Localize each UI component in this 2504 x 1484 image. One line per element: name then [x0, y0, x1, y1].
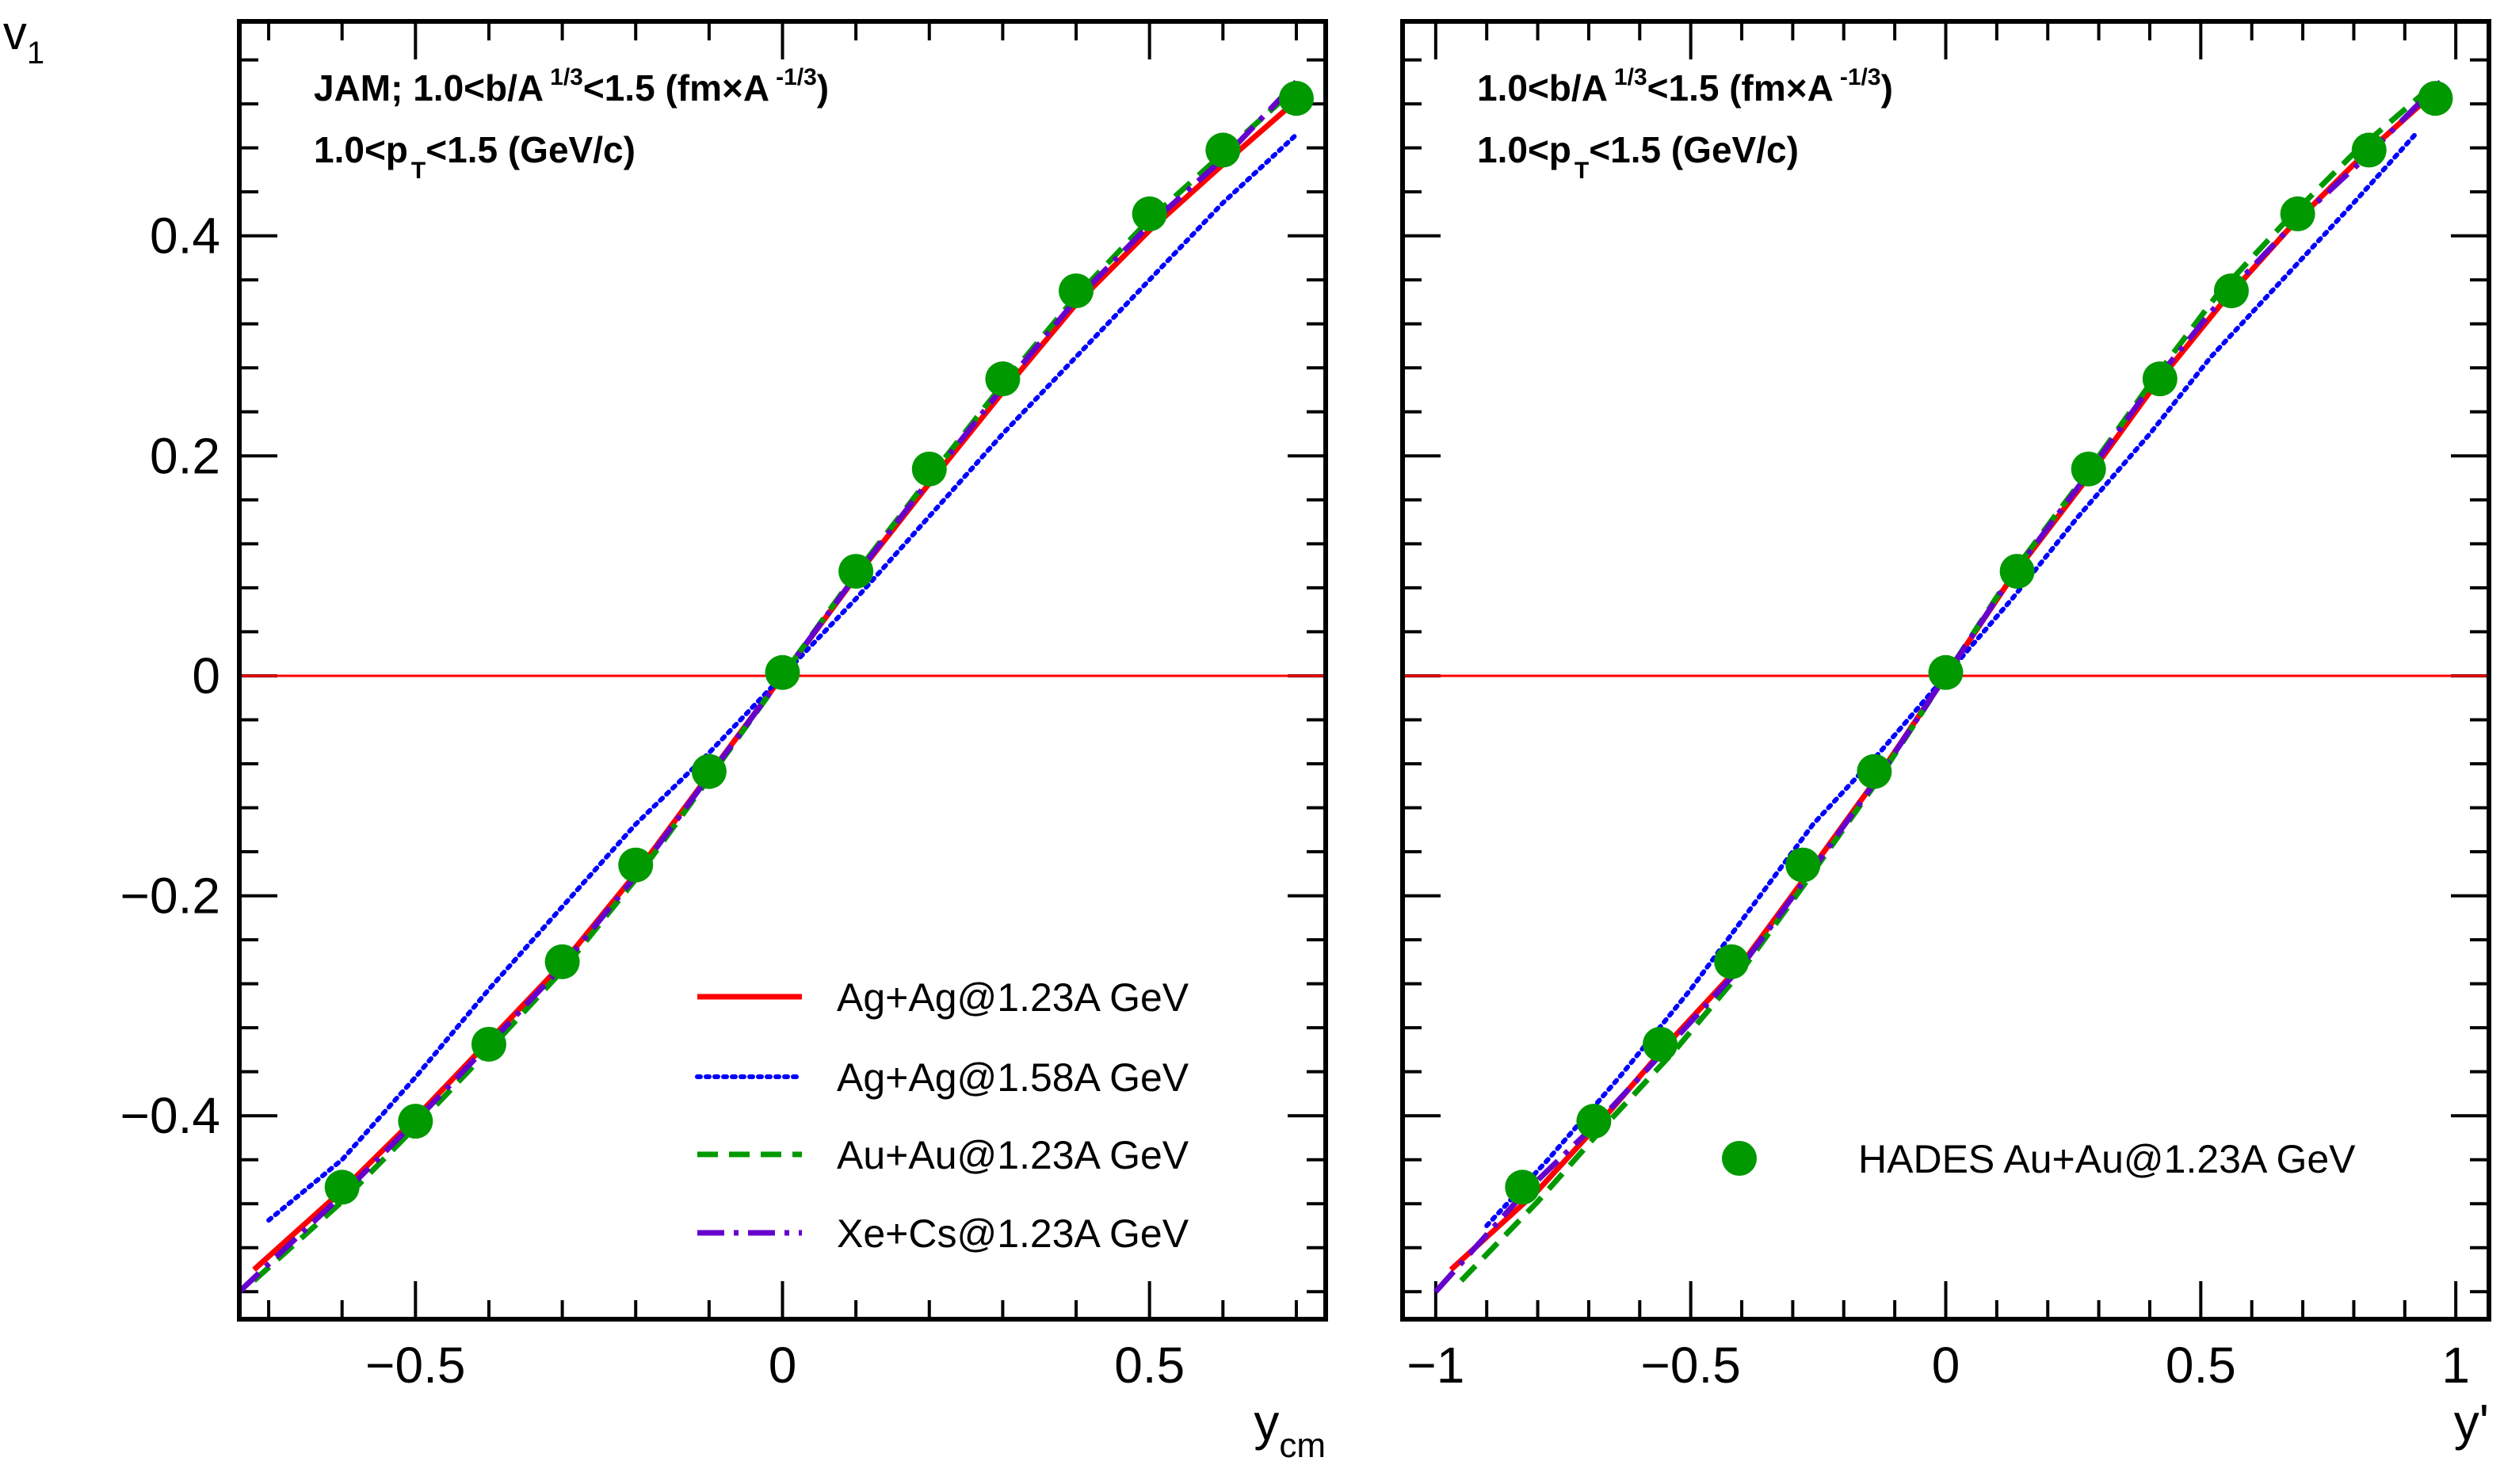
y-tick-label: −0.4: [120, 1087, 220, 1144]
hades-data-point: [1643, 1026, 1678, 1062]
legend-entry-label: Ag+Ag@1.23A GeV: [837, 975, 1189, 1020]
annotation-part: 1/3: [550, 64, 583, 90]
hades-markers: [324, 81, 1314, 1205]
hades-data-point: [2418, 81, 2453, 116]
hades-data-point: [1576, 1104, 1612, 1139]
annotation-part: 1.0<p: [1477, 129, 1571, 170]
hades-data-point: [544, 944, 580, 979]
annotation-part: -1/3: [776, 64, 817, 90]
x-tick-label: 1: [2441, 1337, 2470, 1394]
hades-data-point: [618, 847, 654, 883]
hades-data-point: [398, 1104, 433, 1139]
annotation-line: 1.0<pT<1.5 (GeV/c): [1477, 129, 1799, 184]
hades-data-point: [1059, 273, 1094, 309]
hades-data-point: [2351, 132, 2387, 168]
hades-data-point: [1999, 554, 2035, 589]
annotation-part: 1.0<p: [314, 129, 408, 170]
hades-data-point: [1928, 654, 1964, 690]
x-axis-title-subscript: cm: [1279, 1426, 1326, 1465]
hades-data-point: [1714, 944, 1750, 979]
x-tick-label: −0.5: [1640, 1337, 1740, 1394]
hades-data-point: [324, 1169, 360, 1205]
hades-data-point: [2280, 196, 2315, 231]
right-panel: −1 −0.5 0 0.5 1y'1.0<b/A 1/3<1.5 (fm×A -1/3)1.…: [1400, 19, 2491, 1451]
hades-data-point: [1205, 132, 1241, 168]
hades-data-point: [765, 654, 800, 690]
x-axis-title-main: y': [2454, 1394, 2489, 1451]
annotation-part: ): [817, 67, 829, 109]
annotation-part: 1/3: [1614, 64, 1647, 90]
annotation-line: 1.0<b/A 1/3<1.5 (fm×A -1/3): [1477, 64, 1893, 109]
annotation-part: T: [411, 158, 426, 184]
legend-marker-sample: [1722, 1141, 1757, 1176]
x-tick-label: −1: [1407, 1337, 1464, 1394]
x-tick-label: 0.5: [1114, 1337, 1185, 1394]
legend-entry-label: Ag+Ag@1.58A GeV: [837, 1055, 1189, 1100]
legend-entry-label: HADES Au+Au@1.23A GeV: [1858, 1137, 2356, 1181]
y-axis-title-subscript: 1: [27, 36, 44, 71]
annotation-part: JAM; 1.0<b/A: [314, 67, 544, 109]
y-axis-title-main: v: [3, 6, 27, 59]
x-tick-label: 0.5: [2166, 1337, 2236, 1394]
hades-data-point: [1785, 847, 1821, 883]
annotation-part: <1.5 (GeV/c): [1589, 129, 1799, 170]
annotation-part: <1.5 (fm×A: [1647, 67, 1834, 109]
x-tick-label: 0: [1932, 1337, 1960, 1394]
hades-markers: [1505, 81, 2453, 1205]
hades-data-point: [2142, 361, 2178, 397]
annotation-part: <1.5 (GeV/c): [426, 129, 636, 170]
hades-data-point: [2213, 273, 2249, 309]
annotation-line: 1.0<pT<1.5 (GeV/c): [314, 129, 636, 184]
annotation-part: ): [1881, 67, 1893, 109]
hades-data-point: [1505, 1169, 1540, 1205]
x-axis-title-main: y: [1254, 1394, 1279, 1451]
plot-frame: [1400, 19, 2491, 1322]
hades-data-point: [2071, 451, 2106, 486]
legend-entry-label: Xe+Cs@1.23A GeV: [837, 1211, 1189, 1256]
y-tick-label: 0: [192, 647, 220, 704]
hades-data-point: [1132, 196, 1167, 231]
legend-entry-label: Au+Au@1.23A GeV: [837, 1133, 1189, 1177]
y-tick-label: −0.2: [120, 868, 220, 925]
hades-data-point: [1857, 753, 1892, 789]
x-tick-label: −0.5: [365, 1337, 465, 1394]
y-tick-label: 0.2: [150, 427, 220, 484]
y-tick-label: 0.4: [150, 208, 220, 265]
x-axis-title: y': [2454, 1394, 2489, 1451]
plot-frame: [237, 19, 1328, 1322]
series-line-xe-cs-1-23a-gev: [1433, 79, 2443, 1294]
x-axis-title: ycm: [1254, 1394, 1326, 1465]
hades-data-point: [691, 753, 727, 789]
hades-data-point: [911, 451, 947, 486]
annotation-part: <1.5 (fm×A: [583, 67, 769, 109]
x-tick-label: 0: [769, 1337, 797, 1394]
y-axis-title: v1: [3, 6, 44, 71]
hades-data-point: [985, 361, 1021, 397]
annotation-part: -1/3: [1840, 64, 1881, 90]
left-panel: −0.4 −0.2 0 0.2 0.4 −0.5 0 0.5 ycm JAM; 1.0<b/A 1/…: [120, 19, 1328, 1465]
annotation-part: T: [1575, 158, 1589, 184]
hades-data-point: [1278, 81, 1314, 116]
hades-data-point: [471, 1026, 506, 1062]
annotation-part: 1.0<b/A: [1477, 67, 1608, 109]
hades-data-point: [838, 554, 874, 589]
annotation-line: JAM; 1.0<b/A 1/3<1.5 (fm×A -1/3): [314, 64, 829, 109]
